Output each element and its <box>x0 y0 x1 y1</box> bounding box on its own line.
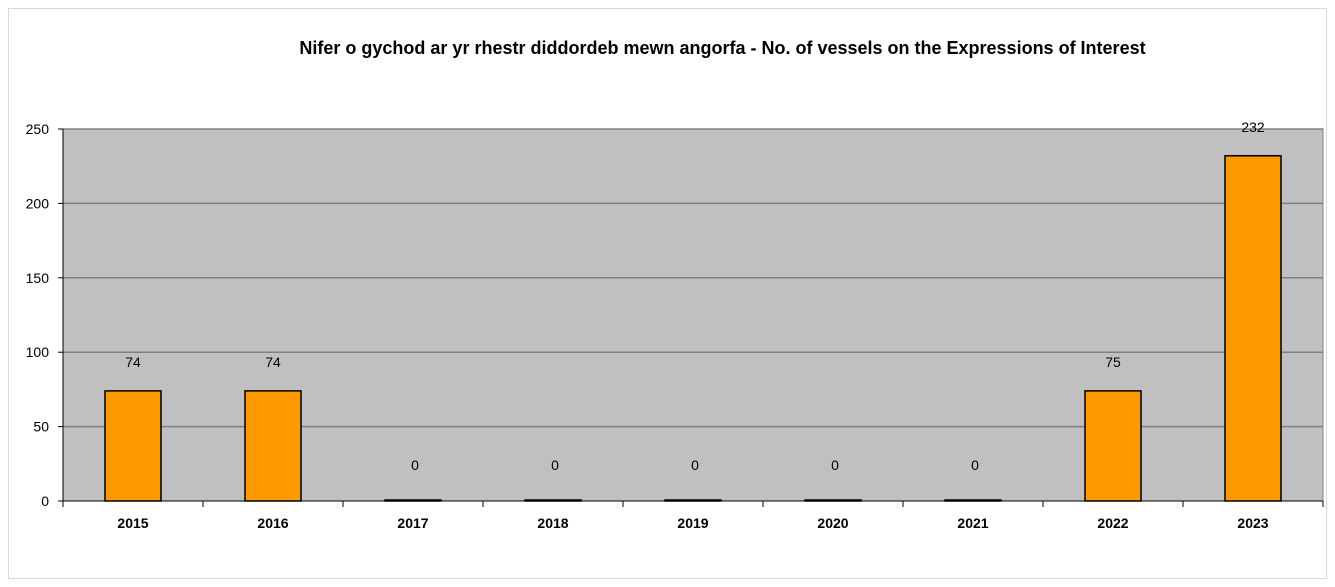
data-label-2023: 232 <box>1241 119 1265 135</box>
x-tick-label: 2015 <box>117 515 148 531</box>
x-tick-label: 2016 <box>257 515 288 531</box>
x-tick-label: 2019 <box>677 515 708 531</box>
y-tick-label: 50 <box>33 419 49 435</box>
x-tick-label: 2023 <box>1237 515 1268 531</box>
bar-2022 <box>1084 390 1142 502</box>
data-label-2016: 74 <box>265 354 281 370</box>
data-label-2018: 0 <box>551 457 559 473</box>
x-tick-label: 2018 <box>537 515 568 531</box>
bars <box>104 155 1282 502</box>
bar-2016 <box>244 390 302 502</box>
axes: 0 50 100 150 200 250 2015 2016 2017 2018 2019 2020 2… <box>26 121 1324 531</box>
x-tick-label: 2020 <box>817 515 848 531</box>
data-label-2015: 74 <box>125 354 141 370</box>
data-label-2021: 0 <box>971 457 979 473</box>
x-tick-label: 2021 <box>957 515 988 531</box>
data-labels: 74 74 0 0 0 0 0 75 232 <box>125 119 1265 473</box>
bar-2015 <box>104 390 162 502</box>
data-label-2017: 0 <box>411 457 419 473</box>
y-tick-label: 0 <box>41 493 49 509</box>
x-tick-label: 2022 <box>1097 515 1128 531</box>
y-tick-label: 200 <box>26 195 50 211</box>
y-tick-label: 150 <box>26 270 50 286</box>
data-label-2019: 0 <box>691 457 699 473</box>
y-tick-label: 100 <box>26 344 50 360</box>
chart-title: Nifer o gychod ar yr rhestr diddordeb me… <box>299 38 1146 58</box>
data-label-2022: 75 <box>1105 354 1121 370</box>
y-tick-label: 250 <box>26 121 50 137</box>
bar-2023 <box>1224 155 1282 502</box>
x-tick-label: 2017 <box>397 515 428 531</box>
data-label-2020: 0 <box>831 457 839 473</box>
